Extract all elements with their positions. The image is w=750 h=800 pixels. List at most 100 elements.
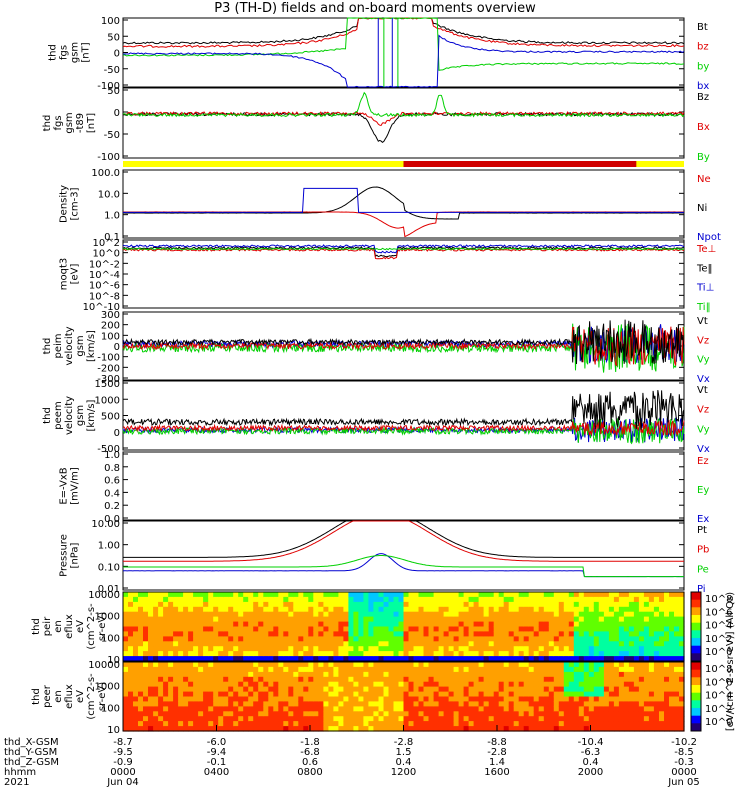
spectro-cell xyxy=(513,686,520,693)
spectro-cell xyxy=(273,641,279,647)
spectro-cell xyxy=(458,631,465,637)
spectro-cell xyxy=(413,656,420,662)
spectro-cell xyxy=(618,701,625,707)
spectro-cell xyxy=(674,676,680,683)
spectro-cell xyxy=(523,592,530,598)
spectro-cell xyxy=(448,641,455,647)
spectro-cell xyxy=(268,601,274,608)
spectro-cell xyxy=(633,676,640,683)
spectro-cell xyxy=(388,696,395,702)
spectro-cell xyxy=(664,696,670,702)
spectro-cell xyxy=(163,666,169,673)
spectro-cell xyxy=(158,636,164,642)
spectro-cell xyxy=(413,621,420,628)
spectro-cell xyxy=(328,671,334,678)
spectro-cell xyxy=(368,646,374,652)
spectro-cell xyxy=(423,651,430,657)
spectro-cell xyxy=(659,701,665,707)
spectro-cell xyxy=(363,641,369,647)
spectro-cell xyxy=(278,636,284,642)
spectro-cell xyxy=(463,651,470,657)
spectro-cell xyxy=(583,596,590,603)
spectro-cell xyxy=(618,636,625,642)
spectro-cell xyxy=(398,676,405,683)
spectro-cell xyxy=(473,701,480,707)
spectro-cell xyxy=(173,671,179,678)
spectro-cell xyxy=(478,666,485,673)
spectro-cell xyxy=(503,636,510,642)
spectro-cell xyxy=(593,726,600,732)
spectro-cell xyxy=(413,726,420,732)
spectro-cell xyxy=(428,641,435,647)
spectro-cell xyxy=(618,651,625,657)
spectro-cell xyxy=(583,621,590,628)
series-vz-e xyxy=(123,419,685,437)
spectro-cell xyxy=(358,671,364,678)
spectro-cell xyxy=(283,666,289,673)
spectro-cell xyxy=(193,616,199,623)
spectro-cell xyxy=(453,611,460,618)
spectro-cell xyxy=(253,721,259,727)
spectro-cell xyxy=(298,686,304,693)
spectro-cell xyxy=(308,681,314,688)
ylabel-line: gsm xyxy=(70,42,81,63)
spectro-cell xyxy=(488,701,495,707)
spectro-cell xyxy=(243,666,249,673)
spectro-cell xyxy=(373,636,379,642)
spectro-cell xyxy=(218,621,224,628)
spectro-cell xyxy=(143,691,149,698)
spectro-cell xyxy=(178,646,184,652)
spectro-cell xyxy=(373,691,379,698)
spectro-cell xyxy=(303,686,309,693)
spectro-cell xyxy=(498,686,505,693)
spectro-cell xyxy=(458,606,465,613)
spectro-cell xyxy=(563,666,570,673)
spectro-cell xyxy=(583,696,590,702)
spectro-cell xyxy=(388,651,395,657)
spectro-cell xyxy=(328,621,334,628)
spectro-cell xyxy=(273,721,279,727)
spectro-cell xyxy=(368,671,374,678)
spectro-cell xyxy=(173,686,179,693)
spectro-cell xyxy=(403,676,410,683)
spectro-cell xyxy=(418,716,425,722)
spectro-cell xyxy=(168,631,174,637)
spectro-cell xyxy=(163,726,169,732)
spectro-cell xyxy=(478,696,485,702)
spectro-cell xyxy=(669,596,675,603)
spectro-cell xyxy=(253,662,259,668)
spectro-cell xyxy=(674,726,680,732)
spectro-cell xyxy=(558,646,565,652)
spectro-cell xyxy=(323,631,329,637)
spectro-cell xyxy=(388,701,395,707)
spectro-cell xyxy=(653,651,660,657)
spectro-cell xyxy=(618,671,625,678)
spectro-cell xyxy=(338,606,344,613)
spectro-cell xyxy=(628,701,635,707)
spectro-cell xyxy=(538,641,545,647)
spectro-cell xyxy=(664,676,670,683)
xaxis-value: 0000 xyxy=(110,767,135,778)
spectro-cell xyxy=(303,696,309,702)
spectro-cell xyxy=(669,606,675,613)
spectro-cell xyxy=(478,621,485,628)
spectro-cell xyxy=(373,696,379,702)
spectro-cell xyxy=(423,631,430,637)
spectro-cell xyxy=(523,626,530,632)
spectro-cell xyxy=(363,601,369,608)
spectro-cell xyxy=(323,651,329,657)
spectro-cell xyxy=(358,641,364,647)
spectro-cell xyxy=(438,706,445,712)
spectro-cell xyxy=(233,616,239,623)
spectro-cell xyxy=(363,711,369,717)
spectro-cell xyxy=(388,691,395,698)
spectro-cell xyxy=(643,726,650,732)
spectro-cell xyxy=(498,711,505,717)
spectro-cell xyxy=(538,596,545,603)
spectro-cell xyxy=(548,711,555,717)
spectro-cell xyxy=(238,621,244,628)
spectro-cell xyxy=(408,656,415,662)
spectro-cell xyxy=(418,592,425,598)
spectro-cell xyxy=(548,636,555,642)
spectro-cell xyxy=(528,686,535,693)
